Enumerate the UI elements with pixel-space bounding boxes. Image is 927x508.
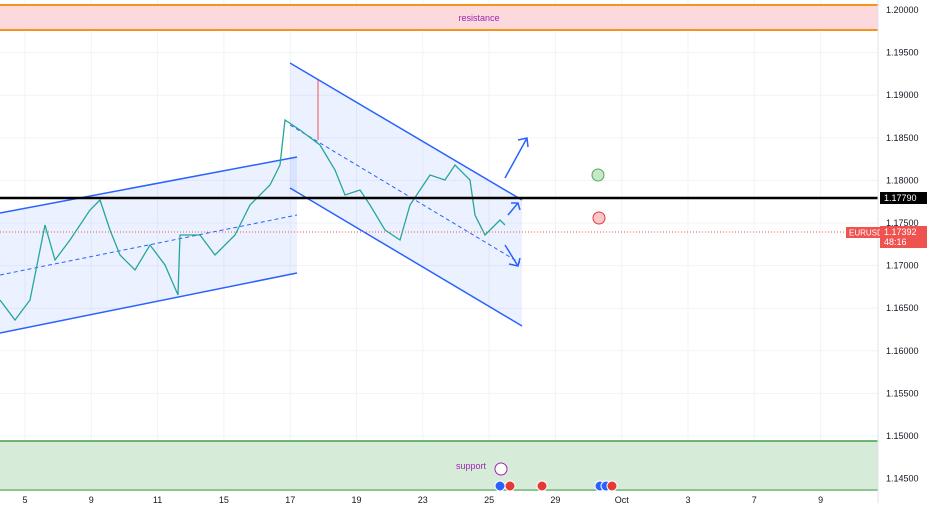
time-tick-label: 3: [685, 495, 690, 503]
price-tick-label: 1.19500: [886, 48, 919, 58]
price-tick-label: 1.15000: [886, 431, 919, 441]
time-tick-label: 23: [418, 495, 428, 503]
price-tick-label: 1.17000: [886, 261, 919, 271]
target-marker: [591, 168, 605, 182]
level-tag: [880, 192, 927, 204]
channel-midline: [289, 124, 521, 264]
channel-line: [0, 272, 298, 334]
event-icons[interactable]: [494, 480, 618, 492]
support-label: support: [456, 461, 487, 471]
symbol-tag: [846, 227, 880, 238]
price-tick-label: 1.17500: [886, 218, 919, 228]
ascending-channel: [0, 157, 297, 333]
event-icon[interactable]: [494, 462, 508, 476]
price-tick-label: 1.15500: [886, 388, 919, 398]
price-tick-label: 1.16000: [886, 346, 919, 356]
countdown-label: 48:16: [884, 237, 907, 247]
price-tick-label: 1.14500: [886, 474, 919, 484]
time-tick-label: 25: [484, 495, 494, 503]
resistance-label: resistance: [458, 13, 499, 23]
projection-arrows: [504, 137, 529, 267]
price-tick-label: 1.16500: [886, 303, 919, 313]
channel-line: [0, 156, 298, 214]
symbol-label: EURUSD: [849, 229, 883, 238]
time-tick-label: Oct: [615, 495, 630, 503]
level-label: 1.17790: [884, 193, 917, 203]
time-tick-label: 7: [752, 495, 757, 503]
stop-marker: [592, 211, 606, 225]
price-tick-label: 1.18500: [886, 133, 919, 143]
time-tick-label: 5: [22, 495, 27, 503]
price-tick-label: 1.18000: [886, 175, 919, 185]
channel-line: [289, 62, 523, 201]
resistance-zone: [0, 5, 878, 30]
time-tick-label: 9: [818, 495, 823, 503]
time-tick-label: 29: [550, 495, 560, 503]
time-tick-label: 15: [219, 495, 229, 503]
channel-midline: [0, 214, 298, 276]
price-path: [0, 118, 506, 322]
time-tick-label: 19: [351, 495, 361, 503]
time-tick-label: 9: [89, 495, 94, 503]
price-tick-label: 1.19000: [886, 90, 919, 100]
price-label: 1.17392: [884, 227, 917, 237]
time-tick-label: 17: [285, 495, 295, 503]
time-tick-label: 11: [153, 495, 162, 503]
price-tick-label: 1.20000: [886, 5, 919, 15]
channel-line: [289, 187, 523, 327]
support-zone: [0, 441, 878, 491]
price-tag: [880, 226, 927, 248]
